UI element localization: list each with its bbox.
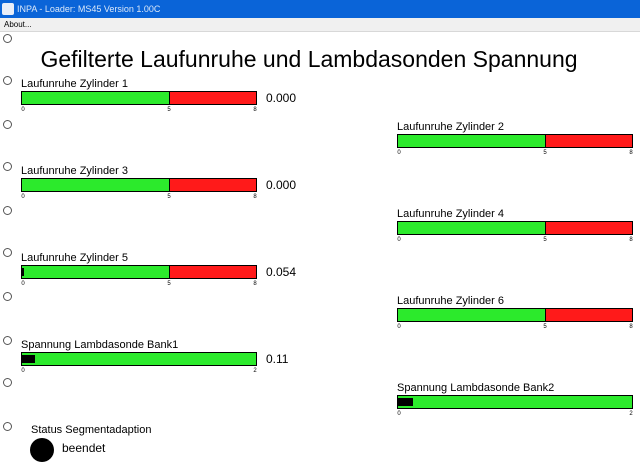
gauge-laufunruhe-zylinder-6: Laufunruhe Zylinder 6 0 5 8 xyxy=(397,295,637,335)
gauge-level-fill xyxy=(22,268,24,276)
gauge-bar xyxy=(21,352,257,366)
gauge-tick-label: 5 xyxy=(167,107,171,113)
gauge-value: 0.000 xyxy=(266,178,297,192)
row-radio-1[interactable] xyxy=(3,34,12,43)
gauge-lambdasonde-bank2: Spannung Lambdasonde Bank2 0 2 xyxy=(397,382,637,422)
status-indicator xyxy=(30,438,54,462)
gauge-lambdasonde-bank1: Spannung Lambdasonde Bank1 0.11 0 2 xyxy=(21,339,288,379)
gauge-zone-divider xyxy=(545,309,546,321)
gauge-tick-label: 5 xyxy=(543,324,547,330)
gauge-label: Laufunruhe Zylinder 1 xyxy=(21,78,129,90)
gauge-tick-label: 5 xyxy=(543,237,547,243)
gauge-bar xyxy=(21,178,257,192)
gauge-label: Laufunruhe Zylinder 3 xyxy=(21,165,129,177)
gauge-tick-label: 0 xyxy=(397,150,401,156)
gauge-green-zone xyxy=(22,179,170,191)
status-label: Status Segmentadaption xyxy=(31,424,152,436)
gauge-tick-label: 2 xyxy=(253,368,257,374)
gauge-laufunruhe-zylinder-2: Laufunruhe Zylinder 2 0 5 8 xyxy=(397,121,637,161)
menu-bar: About... xyxy=(0,18,640,32)
gauge-tick-label: 0 xyxy=(397,411,401,417)
app-icon xyxy=(2,3,14,15)
gauge-bar xyxy=(21,91,257,105)
gauge-label: Spannung Lambdasonde Bank1 xyxy=(21,339,179,351)
gauge-label: Laufunruhe Zylinder 2 xyxy=(397,121,505,133)
gauge-tick-label: 0 xyxy=(397,237,401,243)
gauge-red-zone xyxy=(546,135,632,147)
gauge-tick-label: 2 xyxy=(629,411,633,417)
gauge-zone-divider xyxy=(169,179,170,191)
gauge-tick-label: 8 xyxy=(629,324,633,330)
gauge-level-fill xyxy=(22,355,35,363)
gauge-zone-divider xyxy=(169,266,170,278)
gauge-level-fill xyxy=(398,398,413,406)
gauge-laufunruhe-zylinder-3: Laufunruhe Zylinder 3 0.000 0 5 8 xyxy=(21,165,296,205)
gauge-tick-label: 0 xyxy=(21,368,25,374)
row-radio-3[interactable] xyxy=(3,120,12,129)
row-radio-6[interactable] xyxy=(3,248,12,257)
gauge-red-zone xyxy=(170,92,256,104)
row-radio-7[interactable] xyxy=(3,292,12,301)
window-titlebar[interactable]: INPA - Loader: MS45 Version 1.00C xyxy=(0,0,640,18)
row-radio-8[interactable] xyxy=(3,336,12,345)
gauge-green-zone xyxy=(398,222,546,234)
gauge-tick-label: 8 xyxy=(629,237,633,243)
gauge-laufunruhe-zylinder-4: Laufunruhe Zylinder 4 0 5 8 xyxy=(397,208,637,248)
gauge-green-zone xyxy=(22,353,256,365)
gauge-bar xyxy=(397,134,633,148)
gauge-bar xyxy=(21,265,257,279)
status-text: beendet xyxy=(62,441,106,455)
window-title: INPA - Loader: MS45 Version 1.00C xyxy=(17,4,161,14)
gauge-green-zone xyxy=(22,266,170,278)
gauge-green-zone xyxy=(398,309,546,321)
gauge-tick-label: 8 xyxy=(253,107,257,113)
gauge-laufunruhe-zylinder-1: Laufunruhe Zylinder 1 0.000 0 5 8 xyxy=(21,78,296,118)
gauge-tick-label: 8 xyxy=(253,194,257,200)
gauge-tick-label: 5 xyxy=(167,194,171,200)
gauge-value: 0.000 xyxy=(266,91,297,105)
gauge-bar xyxy=(397,395,633,409)
gauge-green-zone xyxy=(398,396,632,408)
gauge-tick-label: 0 xyxy=(21,107,25,113)
gauge-tick-label: 0 xyxy=(21,281,25,287)
gauge-tick-label: 5 xyxy=(543,150,547,156)
row-radio-10[interactable] xyxy=(3,422,12,431)
gauge-red-zone xyxy=(170,266,256,278)
gauge-red-zone xyxy=(546,222,632,234)
gauge-tick-label: 5 xyxy=(167,281,171,287)
gauge-green-zone xyxy=(22,92,170,104)
gauge-laufunruhe-zylinder-5: Laufunruhe Zylinder 5 0.054 0 5 8 xyxy=(21,252,296,292)
page-title: Gefilterte Laufunruhe und Lambdasonden S… xyxy=(40,46,578,72)
gauge-value: 0.054 xyxy=(266,265,297,279)
gauge-tick-label: 8 xyxy=(253,281,257,287)
gauge-tick-label: 0 xyxy=(397,324,401,330)
gauge-bar xyxy=(397,308,633,322)
gauge-zone-divider xyxy=(545,222,546,234)
row-radio-4[interactable] xyxy=(3,162,12,171)
gauge-red-zone xyxy=(546,309,632,321)
row-radio-2[interactable] xyxy=(3,76,12,85)
gauge-bar xyxy=(397,221,633,235)
gauge-label: Laufunruhe Zylinder 4 xyxy=(397,208,505,220)
gauge-value: 0.11 xyxy=(266,352,289,366)
menu-item-about[interactable]: About... xyxy=(4,20,32,29)
gauge-label: Spannung Lambdasonde Bank2 xyxy=(397,382,555,394)
gauge-tick-label: 0 xyxy=(21,194,25,200)
gauge-tick-label: 8 xyxy=(629,150,633,156)
gauge-red-zone xyxy=(170,179,256,191)
gauge-green-zone xyxy=(398,135,546,147)
gauge-label: Laufunruhe Zylinder 6 xyxy=(397,295,505,307)
gauge-zone-divider xyxy=(169,92,170,104)
gauge-label: Laufunruhe Zylinder 5 xyxy=(21,252,129,264)
row-radio-9[interactable] xyxy=(3,378,12,387)
row-radio-5[interactable] xyxy=(3,206,12,215)
gauge-zone-divider xyxy=(545,135,546,147)
